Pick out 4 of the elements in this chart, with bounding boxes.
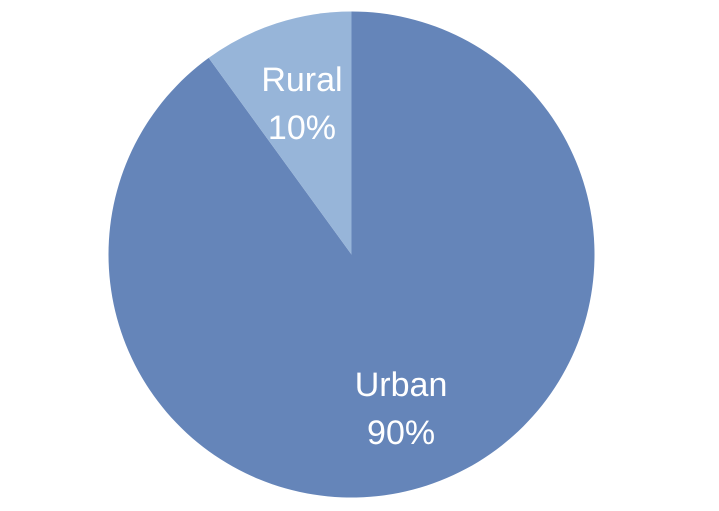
data-label: 90% (367, 414, 436, 452)
slice-label: Urban (354, 366, 448, 404)
data-label: 10% (268, 108, 336, 147)
slice-label: Rural (261, 60, 343, 99)
